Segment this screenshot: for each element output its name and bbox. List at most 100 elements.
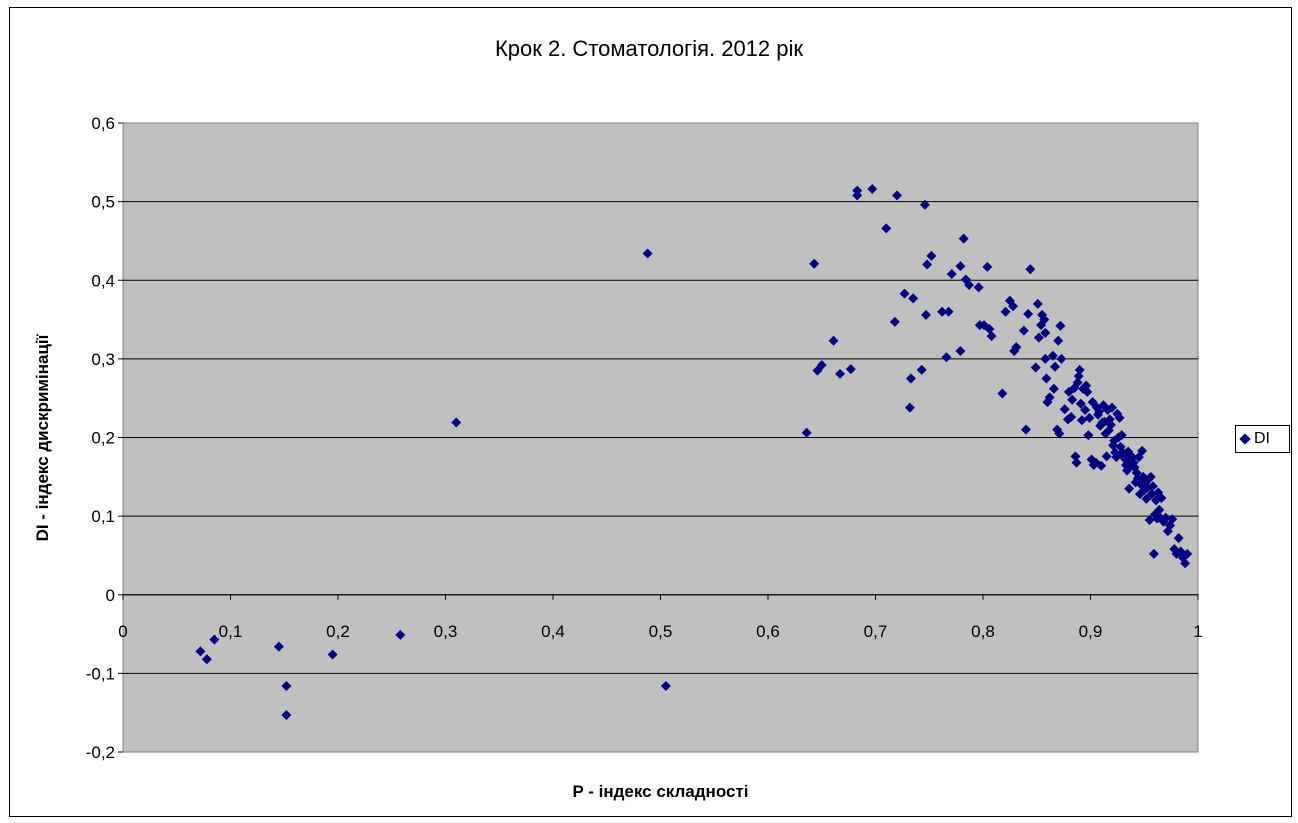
- y-tick-label: 0,5: [91, 193, 115, 212]
- data-point: [899, 288, 910, 299]
- x-tick-label: 0,8: [971, 622, 995, 641]
- data-point: [201, 654, 212, 665]
- x-tick-label: 0,7: [864, 622, 888, 641]
- data-point: [867, 184, 878, 195]
- data-point: [1105, 419, 1116, 430]
- data-point: [905, 373, 916, 384]
- data-point: [1096, 460, 1107, 471]
- data-point: [1039, 314, 1050, 325]
- y-tick-label: 0,3: [91, 350, 115, 369]
- data-point: [660, 680, 671, 691]
- data-point: [922, 259, 933, 270]
- data-point: [828, 335, 839, 346]
- data-point: [937, 306, 948, 317]
- data-point: [1101, 451, 1112, 462]
- data-point: [1040, 353, 1051, 364]
- data-point: [982, 261, 993, 272]
- data-point: [1081, 380, 1092, 391]
- data-point: [1094, 406, 1105, 417]
- data-point: [1067, 394, 1078, 405]
- data-point: [1018, 325, 1029, 336]
- data-point: [1124, 483, 1135, 494]
- data-point: [1032, 298, 1043, 309]
- data-point: [1107, 402, 1117, 413]
- data-point: [835, 368, 846, 379]
- data-point: [1141, 493, 1152, 504]
- data-point: [1173, 533, 1184, 544]
- data-point: [1156, 493, 1167, 504]
- data-point: [926, 250, 937, 261]
- x-tick-label: 0,6: [756, 622, 780, 641]
- data-point: [852, 190, 863, 201]
- data-point: [1041, 373, 1052, 384]
- data-point: [1053, 335, 1064, 346]
- data-point: [281, 710, 292, 721]
- data-point: [1059, 404, 1070, 415]
- y-tick-label: 0,1: [91, 507, 115, 526]
- data-point: [1180, 558, 1191, 569]
- data-point: [1145, 471, 1156, 482]
- data-point: [1066, 412, 1077, 423]
- data-point: [1076, 415, 1087, 426]
- data-point: [1137, 445, 1148, 456]
- data-point: [941, 352, 952, 363]
- data-point: [973, 282, 984, 293]
- data-point: [1021, 424, 1031, 435]
- data-point: [1083, 430, 1094, 441]
- data-point: [1054, 428, 1065, 439]
- x-tick-label: 0,4: [541, 622, 565, 641]
- data-point: [209, 634, 220, 645]
- data-point: [327, 649, 338, 660]
- x-tick-label: 0: [118, 622, 127, 641]
- data-point: [1182, 548, 1193, 559]
- data-point: [889, 316, 900, 327]
- data-point: [395, 629, 406, 640]
- data-point: [1167, 514, 1178, 525]
- data-point: [958, 233, 969, 244]
- y-tick-label: -0,1: [86, 664, 115, 683]
- data-point: [946, 268, 957, 279]
- data-point: [921, 309, 932, 320]
- data-point: [1055, 320, 1066, 331]
- x-tick-label: 0,3: [434, 622, 458, 641]
- x-tick-label: 0,5: [649, 622, 673, 641]
- data-point: [943, 306, 954, 317]
- data-point: [1008, 301, 1019, 312]
- chart-title: Крок 2. Стоматологія. 2012 рік: [494, 36, 804, 61]
- data-point: [845, 364, 856, 375]
- data-point: [1084, 412, 1095, 423]
- data-point: [1074, 364, 1085, 375]
- x-axis-label: P - індекс складності: [572, 782, 749, 801]
- data-point: [986, 331, 997, 342]
- data-point: [955, 261, 966, 272]
- data-point: [1147, 481, 1158, 492]
- y-tick-label: 0,6: [91, 114, 115, 133]
- y-tick-label: -0,2: [86, 743, 115, 762]
- data-point: [1082, 386, 1093, 397]
- data-point: [916, 364, 927, 375]
- data-point: [642, 248, 653, 259]
- data-point: [1033, 332, 1044, 343]
- data-point: [1111, 452, 1122, 463]
- data-point: [801, 427, 812, 438]
- data-point: [904, 402, 915, 413]
- data-point: [1000, 306, 1011, 317]
- data-point: [1056, 353, 1067, 364]
- data-point: [1023, 309, 1034, 320]
- data-point: [881, 223, 892, 234]
- data-point: [1073, 371, 1084, 382]
- x-tick-label: 0,2: [326, 622, 350, 641]
- data-point: [908, 293, 919, 304]
- x-tick-label: 0,9: [1079, 622, 1103, 641]
- x-tick-label: 1: [1193, 622, 1202, 641]
- data-point: [919, 199, 930, 210]
- data-point: [1154, 504, 1165, 515]
- data-point: [1070, 451, 1081, 462]
- data-point: [1044, 392, 1055, 403]
- data-point: [1048, 383, 1059, 394]
- data-point: [955, 346, 966, 357]
- legend-label: DI: [1254, 430, 1270, 447]
- data-point: [1144, 515, 1155, 526]
- data-point: [1114, 412, 1125, 423]
- y-tick-label: 0: [106, 586, 115, 605]
